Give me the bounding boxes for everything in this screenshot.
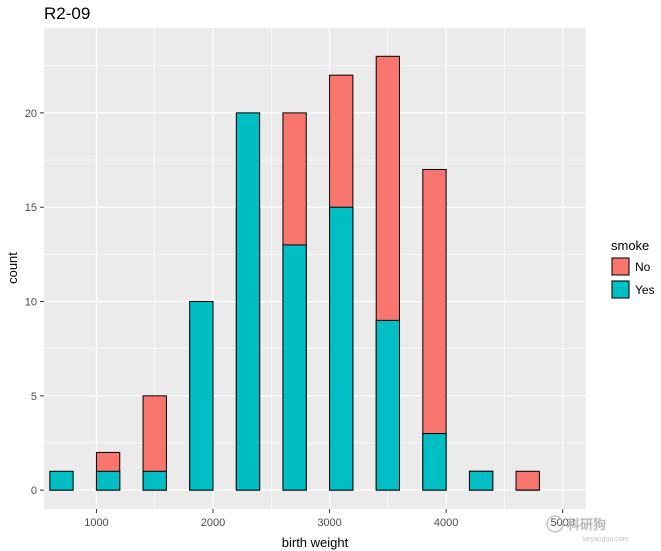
plot-panel [44, 28, 586, 509]
y-tick-label: 10 [25, 297, 37, 309]
legend-key-no [611, 257, 630, 276]
legend-title: smoke [611, 238, 649, 253]
y-tick-label: 5 [31, 391, 37, 403]
y-tick-label: 0 [31, 485, 37, 497]
bar-no [515, 470, 540, 491]
x-axis: 1000 2000 3000 4000 5000 [84, 509, 575, 529]
x-tick-label: 3000 [317, 517, 341, 529]
y-tick-label: 20 [25, 108, 37, 120]
bar-yes [468, 470, 494, 491]
bars [49, 55, 540, 491]
bar-yes [329, 206, 354, 491]
x-tick-label: 1000 [84, 517, 108, 529]
legend-key-yes [611, 280, 630, 299]
watermark-logo-icon [546, 515, 564, 533]
legend-label-yes: Yes [635, 283, 655, 297]
bar-yes [375, 319, 401, 491]
bar-yes [235, 112, 261, 491]
chart-title: R2-09 [44, 4, 90, 23]
legend-label-no: No [635, 260, 651, 274]
legend: smoke No Yes [611, 238, 655, 299]
bar-yes [189, 301, 214, 491]
bar-yes [95, 470, 121, 491]
watermark: 科研狗 keyangou.com [546, 515, 629, 543]
bar-yes [422, 433, 447, 491]
watermark-text: 科研狗 [567, 517, 606, 532]
x-axis-label: birth weight [282, 535, 349, 550]
bar-yes [49, 470, 74, 491]
bar-yes [142, 470, 167, 491]
y-axis: 0 5 10 15 20 [25, 108, 44, 497]
bar-yes [282, 244, 307, 491]
x-tick-label: 4000 [434, 517, 458, 529]
grid-lines [37, 28, 586, 509]
x-tick-label: 2000 [201, 517, 225, 529]
y-axis-label: count [5, 252, 20, 284]
watermark-url: keyangou.com [583, 536, 629, 543]
y-tick-label: 15 [25, 202, 37, 214]
